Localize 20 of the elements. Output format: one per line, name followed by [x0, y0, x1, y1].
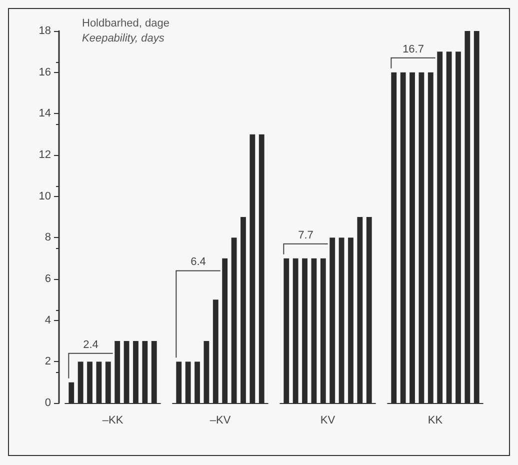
- x-tick-label: KK: [428, 414, 444, 426]
- y-tick-label: 0: [44, 397, 51, 409]
- y-tick-label: 14: [38, 108, 51, 120]
- y-tick-label: 2: [44, 356, 51, 368]
- annotation: 6.4: [190, 256, 206, 268]
- y-tick-label: 18: [38, 25, 51, 37]
- y-tick-label: 12: [38, 149, 51, 161]
- y-tick-label: 6: [44, 273, 51, 285]
- y-tick-label: 16: [38, 66, 51, 78]
- x-tick-label: –KV: [210, 414, 232, 426]
- annotation: 7.7: [298, 229, 314, 242]
- chart-subtitle: Keepability, days: [82, 32, 165, 44]
- y-tick-label: 8: [44, 232, 51, 244]
- y-tick-label: 4: [44, 314, 51, 326]
- annotation: 16.7: [402, 43, 424, 56]
- chart-title: Holdbarhed, dage: [82, 18, 170, 30]
- x-tick-label: KV: [320, 414, 336, 426]
- x-tick-label: –KK: [102, 414, 124, 426]
- annotation: 2.4: [83, 338, 98, 351]
- y-tick-label: 10: [38, 190, 51, 202]
